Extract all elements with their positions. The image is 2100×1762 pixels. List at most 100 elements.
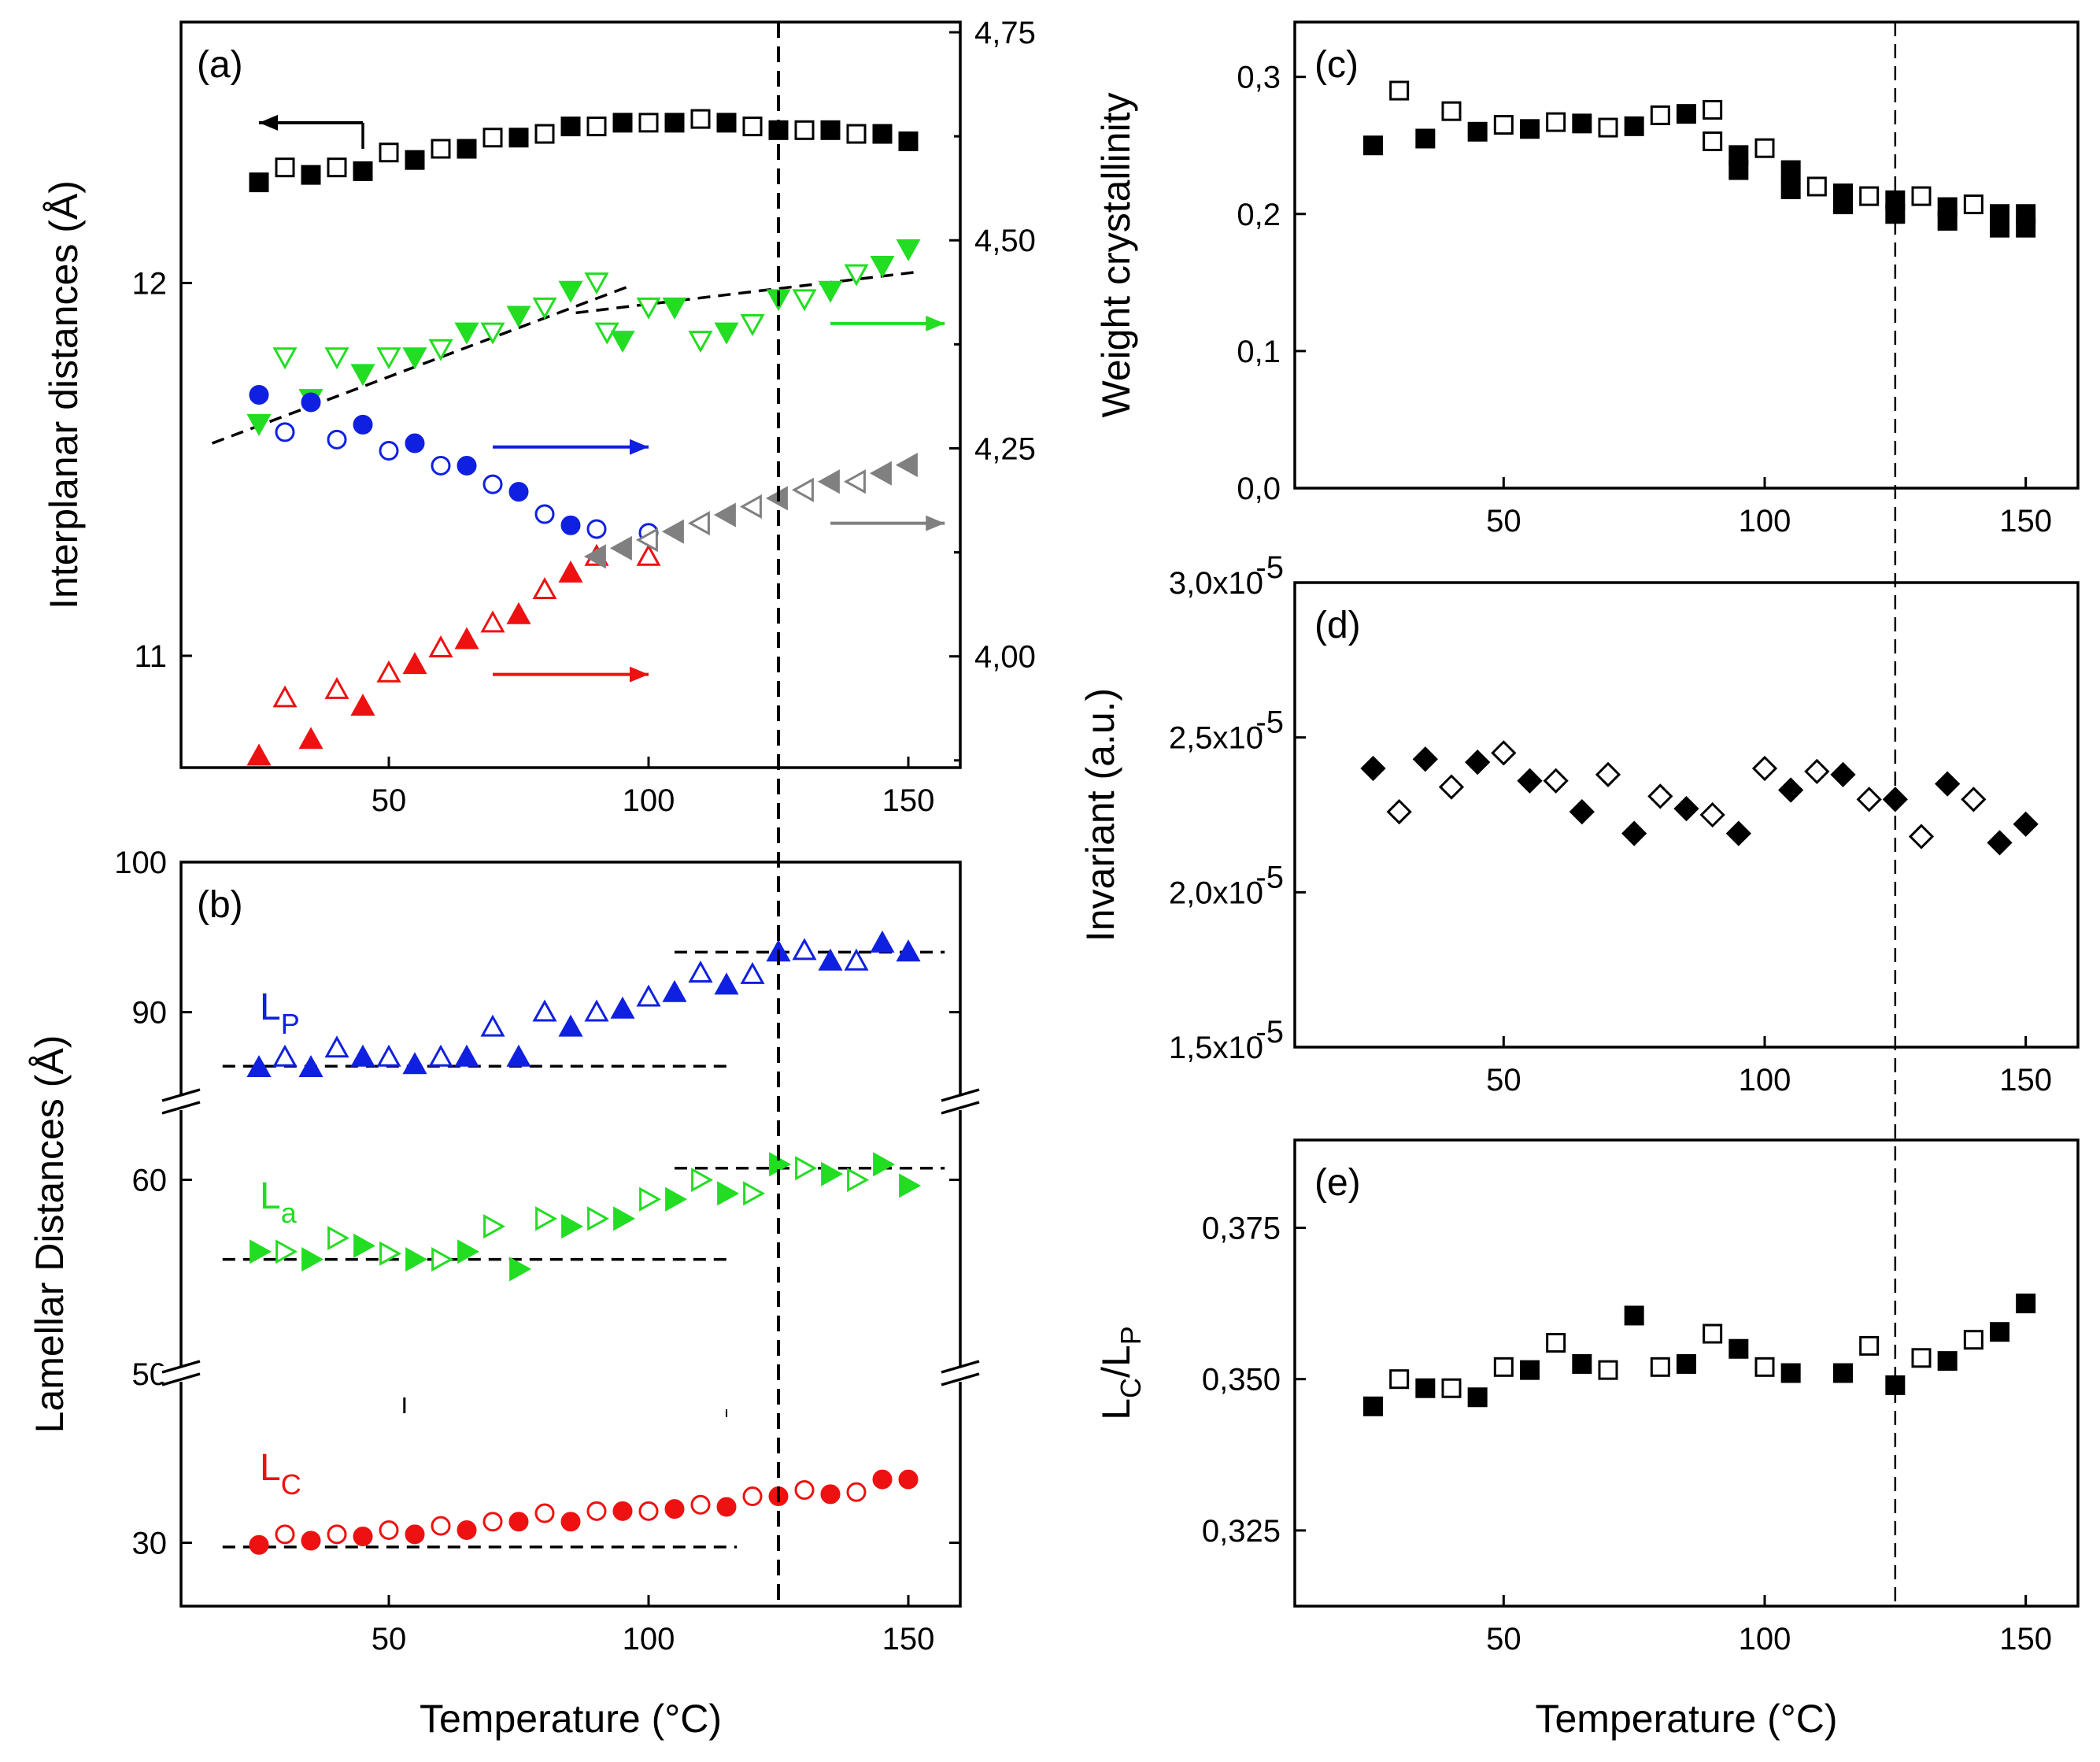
panel-a-point [636,297,661,320]
panel-a-x-tick-label: 150 [882,783,935,818]
panel-b-point [872,1469,893,1490]
panel-a-point [713,502,736,527]
panel-d-y-tick-label: 1,5x10 [1169,1031,1263,1065]
panel-a-point [846,124,867,144]
panel-b-ylabel: Lamellar Distances (Å) [28,1035,72,1434]
panel-b-point [405,1247,428,1272]
panel-c-point [1415,128,1436,149]
panel-b-point [246,1055,272,1078]
panel-d-point [1438,774,1465,800]
panel-a-arrow-head [926,515,945,531]
panel-c-point [1467,121,1488,142]
panel-a-point [817,469,840,494]
panel-b-point [402,1052,427,1075]
panel-a-point [635,527,658,553]
panel-a-point [482,474,503,494]
panel-a-point [716,113,737,133]
panel-a-point [402,652,427,675]
panel-e-point [1441,1378,1462,1398]
panel-a-y-tick-label: 11 [134,639,167,674]
panel-b-point [691,1168,714,1193]
panel-b-xlabel: Temperature (°C) [420,1697,722,1741]
series-label-main: L [260,1175,281,1217]
panel-a-point [818,280,843,303]
panel-a-point [844,264,869,287]
panel-a-point [792,289,817,312]
panel-c-x-tick-label: 150 [1999,504,2052,539]
panel-a-point [431,139,451,159]
panel-d-point [1621,820,1647,846]
panel-e-point [1650,1357,1670,1377]
panel-a-point [558,560,583,583]
panel-e-point [1546,1333,1566,1353]
panel-a-label: (a) [197,44,243,86]
panel-b-point [613,1206,636,1231]
panel-a-point [353,414,373,435]
panel-d-point [1856,787,1882,813]
panel-a-point [662,297,687,320]
panel-a-point [508,482,529,502]
panel-b-frame [179,861,962,1608]
panel-b-point [717,1181,740,1206]
panel-a-point [272,347,298,370]
panel-a-point [402,347,427,370]
panel-c-point [1728,160,1749,180]
panel-d-point [1830,761,1856,787]
panel-b-point [847,1168,870,1193]
panel-b-point [275,1239,298,1264]
panel-a-point [690,109,711,129]
panel-a-point [272,685,298,708]
panel-c-point [1363,135,1383,156]
panel-e-ylabel: LC/LP [1094,1326,1147,1420]
ylabel-part: L [1094,1398,1138,1420]
panel-c-x-tick-label: 100 [1739,504,1791,539]
panel-e-point [1389,1369,1410,1390]
panel-a-point [482,128,503,148]
panel-a-point [246,743,272,766]
panel-b-point [844,948,869,971]
panel-d-point [1543,768,1569,794]
panel-b-point [743,1181,766,1206]
panel-d-y-tick-exponent: -5 [1255,1015,1284,1049]
panel-e-point [1493,1357,1514,1377]
panel-b-point [353,1527,373,1546]
panel-b-point [379,1520,399,1540]
panel-c-point [1389,80,1410,101]
panel-b-axis-break-mark [941,1101,980,1115]
panel-c-y-tick-label: 0,0 [1237,472,1281,506]
panel-b-point [509,1257,532,1282]
panel-a-point [532,297,557,320]
panel-d-x-tick-label: 100 [1739,1063,1791,1098]
panel-b-point [820,1484,841,1505]
panel-b-point [870,930,895,953]
panel-b-point [431,1247,454,1272]
panel-b-point [818,948,843,971]
panel-a-point [301,165,321,185]
panel-a-point [714,322,739,345]
panel-d-point [1751,755,1778,782]
panel-a-point [327,157,347,178]
panel-a-point [428,339,453,361]
panel-d-point [1517,768,1543,794]
panel-b-point [638,1501,659,1521]
panel-e-point [1833,1363,1853,1383]
panel-e-point [1859,1335,1880,1356]
panel-a-arrow-head [259,114,278,131]
panel-c-point [1572,113,1592,134]
panel-a-point [405,433,425,453]
panel-a-point [739,494,762,519]
panel-b-point [742,1486,763,1507]
panel-a-point [558,280,583,303]
panel-c-point [1780,179,1801,199]
panel-b-point [532,999,557,1022]
panel-b-point [714,972,739,995]
panel-a-frame [179,20,962,769]
panel-b-point [740,961,765,984]
panel-b-point [431,1516,451,1536]
panel-a-point [820,120,841,140]
panel-a-point [508,128,529,148]
panel-e-x-tick-label: 50 [1486,1622,1521,1657]
panel-c-point [1754,138,1775,158]
panel-d-y-tick-label: 2,5x10 [1169,721,1263,756]
panel-b-point [665,1186,688,1212]
